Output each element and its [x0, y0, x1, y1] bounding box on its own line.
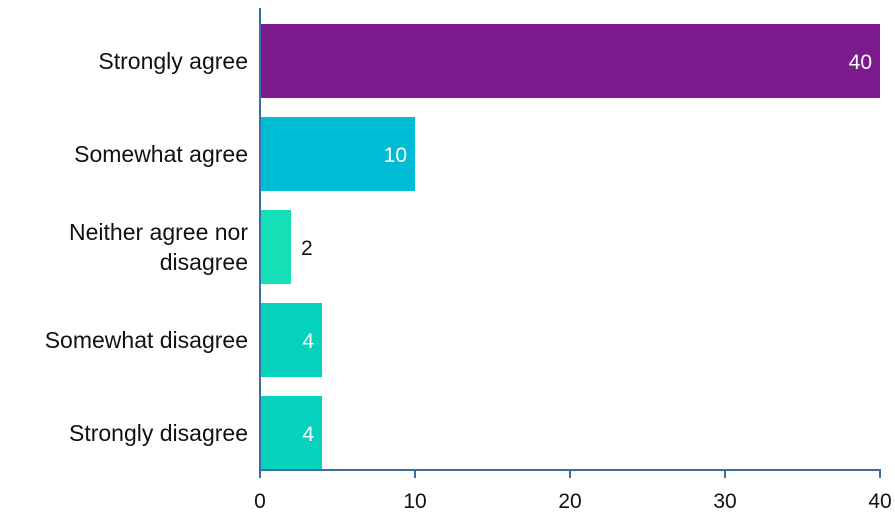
bar — [260, 117, 415, 191]
category-labels: Strongly agree Somewhat agree Neither agre… — [45, 48, 249, 446]
x-tick-label: 40 — [868, 490, 891, 513]
bars — [260, 24, 880, 470]
axes — [259, 8, 881, 478]
bar — [260, 396, 322, 470]
data-label: 4 — [302, 423, 314, 446]
category-label: Somewhat disagree — [45, 327, 248, 353]
category-label: Neither agree nor — [69, 219, 248, 245]
x-tick-label: 30 — [713, 490, 736, 513]
bar — [260, 24, 880, 98]
value-labels: 40 10 2 4 4 — [301, 51, 872, 446]
category-label: Somewhat agree — [74, 141, 248, 167]
category-label: disagree — [160, 249, 248, 275]
bar — [260, 303, 322, 377]
data-label: 40 — [849, 51, 872, 74]
x-tick-label: 0 — [254, 490, 266, 513]
bar — [260, 210, 291, 284]
category-label: Strongly agree — [98, 48, 248, 74]
category-label: Strongly disagree — [69, 420, 248, 446]
data-label: 10 — [384, 144, 407, 167]
x-tick-label: 10 — [403, 490, 426, 513]
data-label: 2 — [301, 237, 313, 260]
data-label: 4 — [302, 330, 314, 353]
x-tick-label: 20 — [558, 490, 581, 513]
tick-labels: 0 10 20 30 40 — [254, 490, 892, 513]
